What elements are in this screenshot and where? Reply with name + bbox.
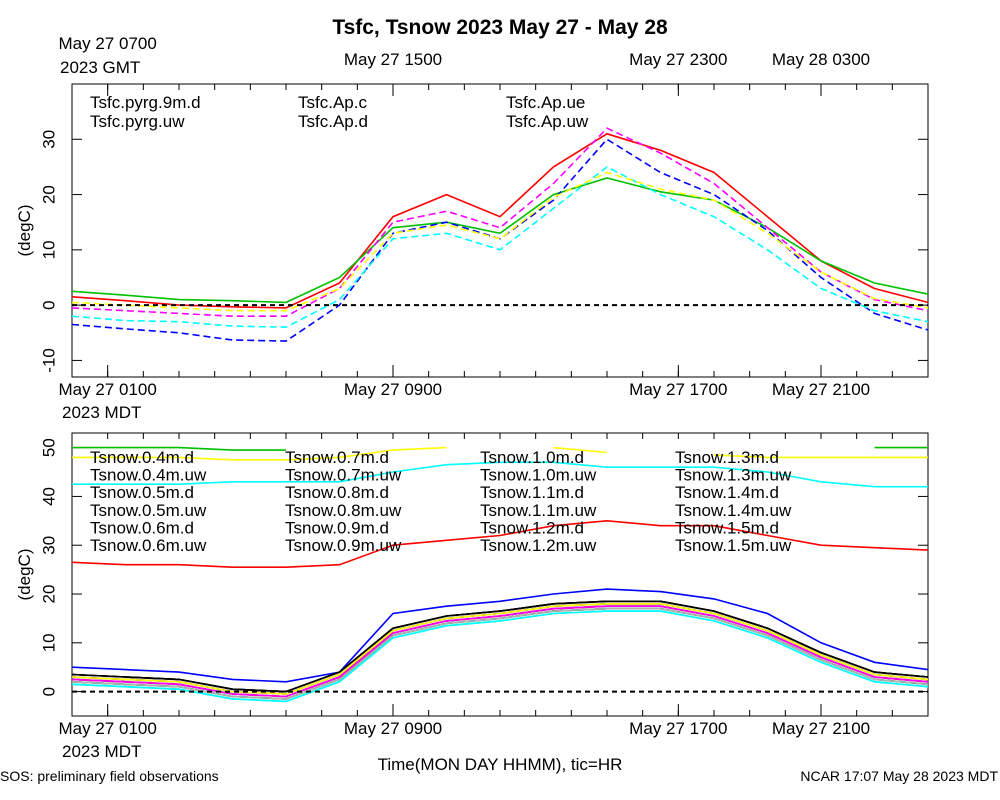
panel: -10 0 10 20 30 May 27 0100 May 27 0900 May 27 1… — [15, 34, 929, 422]
plot-frame — [71, 83, 929, 378]
x-tick-label: May 27 2100 — [772, 719, 870, 738]
series-line — [72, 177, 928, 304]
series-line — [72, 600, 928, 693]
legend-entry: Tsnow.0.6m.d — [90, 518, 194, 537]
series-line — [72, 600, 928, 693]
series-line — [72, 603, 928, 695]
series-line — [72, 461, 928, 488]
x-axis-label: Time(MON DAY HHMM), tic=HR — [378, 755, 623, 774]
x2-tick-sublabel: 2023 GMT — [60, 58, 140, 77]
series-line — [72, 127, 928, 317]
legend-entry: Tsnow.0.9m.uw — [285, 536, 402, 555]
x-tick-label: May 27 2100 — [772, 380, 870, 399]
footer-left: SOS: preliminary field observations — [0, 768, 219, 784]
legend-entry: Tsfc.Ap.ue — [506, 93, 585, 112]
legend-entry: Tsnow.1.5m.d — [675, 518, 779, 537]
legend-entry: Tsnow.1.4m.d — [675, 483, 779, 502]
legend-entry: Tsnow.1.1m.uw — [480, 501, 597, 520]
series-line — [72, 165, 928, 329]
legend-entry: Tsnow.0.4m.d — [90, 448, 194, 467]
x-tick-label: May 27 0900 — [344, 380, 442, 399]
series-line — [72, 171, 928, 312]
y-tick-label: 20 — [39, 585, 58, 604]
y-axis-label: (degC) — [15, 205, 34, 257]
series-line — [72, 519, 928, 568]
legend-entry: Tsnow.0.8m.d — [285, 483, 389, 502]
y-tick-label: 0 — [39, 687, 58, 696]
legend-entry: Tsfc.Ap.uw — [506, 112, 589, 131]
series-line — [72, 588, 928, 683]
panel: 0 10 20 30 40 50 May 27 0100 May 27 0900 May 27 … — [15, 432, 929, 774]
legend-entry: Tsnow.1.0m.d — [480, 448, 584, 467]
x-tick-sublabel: 2023 MDT — [62, 742, 141, 761]
series-line — [72, 446, 928, 451]
legend-entry: Tsnow.1.3m.uw — [675, 466, 792, 485]
series-line — [72, 446, 928, 461]
x-tick-label: May 27 0100 — [59, 719, 157, 738]
y-axis-label: (degC) — [15, 549, 34, 601]
legend-entry: Tsnow.0.5m.uw — [90, 501, 207, 520]
legend-entry: Tsnow.1.5m.uw — [675, 536, 792, 555]
legend-entry: Tsnow.0.7m.uw — [285, 466, 402, 485]
legend-entry: Tsfc.Ap.c — [298, 93, 367, 112]
x2-tick-label: May 27 2300 — [629, 50, 727, 69]
legend-entry: Tsnow.0.8m.uw — [285, 501, 402, 520]
y-tick-label: -10 — [39, 348, 58, 373]
series-line — [72, 603, 928, 695]
series-line — [72, 603, 928, 695]
legend-entry: Tsnow.0.9m.d — [285, 518, 389, 537]
y-tick-label: 40 — [39, 487, 58, 506]
x2-tick-label: May 27 1500 — [344, 50, 442, 69]
y-tick-label: 0 — [39, 300, 58, 309]
series-line — [72, 132, 928, 309]
x-tick-label: May 27 1700 — [629, 719, 727, 738]
legend-entry: Tsnow.1.0m.uw — [480, 466, 597, 485]
series-line — [72, 600, 928, 693]
x-tick-label: May 27 0100 — [59, 380, 157, 399]
series-line — [72, 138, 928, 342]
x2-tick-label: May 27 0700 — [59, 34, 157, 53]
y-tick-label: 50 — [39, 438, 58, 457]
y-tick-label: 10 — [39, 240, 58, 259]
legend-entry: Tsnow.0.4m.uw — [90, 466, 207, 485]
legend-entry: Tsnow.0.7m.d — [285, 448, 389, 467]
legend-entry: Tsnow.1.4m.uw — [675, 501, 792, 520]
legend-entry: Tsfc.pyrg.uw — [90, 112, 185, 131]
series-line — [72, 605, 928, 698]
series-line — [72, 610, 928, 703]
series-line — [72, 603, 928, 695]
legend-entry: Tsfc.pyrg.9m.d — [90, 93, 201, 112]
legend-entry: Tsnow.1.3m.d — [675, 448, 779, 467]
y-tick-label: 30 — [39, 130, 58, 149]
series-line — [72, 607, 928, 700]
chart-title: Tsfc, Tsnow 2023 May 27 - May 28 — [332, 16, 668, 39]
legend-entry: Tsnow.1.2m.d — [480, 518, 584, 537]
y-tick-label: 20 — [39, 185, 58, 204]
x2-tick-label: May 28 0300 — [772, 50, 870, 69]
legend-entry: Tsfc.Ap.d — [298, 112, 368, 131]
legend-entry: Tsnow.0.6m.uw — [90, 536, 207, 555]
footer-right: NCAR 17:07 May 28 2023 MDT — [800, 768, 998, 784]
y-tick-label: 10 — [39, 633, 58, 652]
x-tick-sublabel: 2023 MDT — [62, 403, 141, 422]
legend-entry: Tsnow.1.2m.uw — [480, 536, 597, 555]
x-tick-label: May 27 0900 — [344, 719, 442, 738]
x-tick-label: May 27 1700 — [629, 380, 727, 399]
y-tick-label: 30 — [39, 536, 58, 555]
legend-entry: Tsnow.0.5m.d — [90, 483, 194, 502]
legend-entry: Tsnow.1.1m.d — [480, 483, 584, 502]
